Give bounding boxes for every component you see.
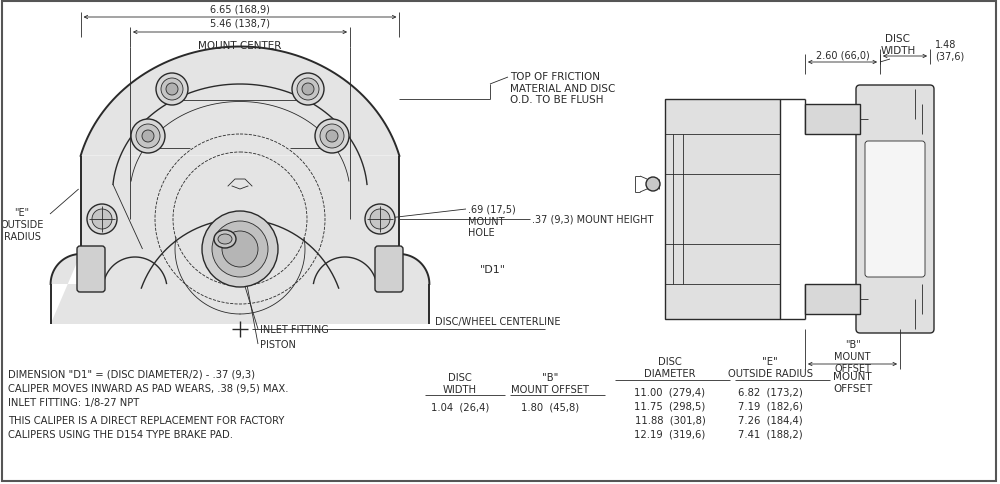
Circle shape — [222, 231, 258, 268]
Text: 6.82  (173,2): 6.82 (173,2) — [738, 387, 802, 397]
Text: DIAMETER: DIAMETER — [644, 368, 696, 378]
Text: PISTON: PISTON — [260, 339, 296, 349]
Text: 7.41  (188,2): 7.41 (188,2) — [738, 429, 802, 439]
Text: INLET FITTING: 1/8-27 NPT: INLET FITTING: 1/8-27 NPT — [8, 397, 139, 407]
Circle shape — [292, 74, 324, 106]
Text: 1.04  (26,4): 1.04 (26,4) — [431, 402, 489, 412]
Circle shape — [92, 210, 112, 229]
Text: 11.00  (279,4): 11.00 (279,4) — [635, 387, 706, 397]
Circle shape — [156, 74, 188, 106]
Circle shape — [136, 125, 160, 149]
Circle shape — [302, 84, 314, 96]
Circle shape — [646, 178, 660, 192]
Text: 11.88  (301,8): 11.88 (301,8) — [635, 415, 705, 425]
Circle shape — [87, 205, 117, 235]
FancyBboxPatch shape — [856, 86, 934, 333]
Text: TOP OF FRICTION
MATERIAL AND DISC
O.D. TO BE FLUSH: TOP OF FRICTION MATERIAL AND DISC O.D. T… — [510, 72, 615, 105]
Text: 7.26  (184,4): 7.26 (184,4) — [738, 415, 802, 425]
Text: THIS CALIPER IS A DIRECT REPLACEMENT FOR FACTORY: THIS CALIPER IS A DIRECT REPLACEMENT FOR… — [8, 415, 284, 425]
Ellipse shape — [214, 230, 236, 248]
Circle shape — [202, 212, 278, 287]
Circle shape — [315, 120, 349, 154]
Circle shape — [142, 131, 154, 143]
Text: "E"
OUTSIDE
RADIUS: "E" OUTSIDE RADIUS — [0, 208, 44, 241]
Text: DISC/WHEEL CENTERLINE: DISC/WHEEL CENTERLINE — [435, 317, 560, 326]
Text: "D1": "D1" — [480, 264, 506, 274]
FancyBboxPatch shape — [805, 285, 860, 314]
Text: CALIPERS USING THE D154 TYPE BRAKE PAD.: CALIPERS USING THE D154 TYPE BRAKE PAD. — [8, 429, 233, 439]
Circle shape — [326, 131, 338, 143]
Polygon shape — [51, 47, 429, 324]
Text: "B"
MOUNT
OFFSET: "B" MOUNT OFFSET — [834, 340, 871, 373]
FancyBboxPatch shape — [865, 142, 925, 277]
Text: .69 (17,5)
MOUNT
HOLE: .69 (17,5) MOUNT HOLE — [468, 205, 516, 238]
Text: MOUNT
OFFSET: MOUNT OFFSET — [833, 371, 872, 393]
Text: DIMENSION "D1" = (DISC DIAMETER/2) - .37 (9,3): DIMENSION "D1" = (DISC DIAMETER/2) - .37… — [8, 369, 255, 379]
Text: 2.60 (66,0): 2.60 (66,0) — [816, 50, 869, 60]
Text: INLET FITTING: INLET FITTING — [260, 324, 329, 334]
Text: WIDTH: WIDTH — [443, 384, 477, 394]
Text: 1.80  (45,8): 1.80 (45,8) — [521, 402, 579, 412]
Text: 12.19  (319,6): 12.19 (319,6) — [634, 429, 706, 439]
Text: MOUNT OFFSET: MOUNT OFFSET — [511, 384, 589, 394]
Text: 7.19  (182,6): 7.19 (182,6) — [738, 401, 802, 411]
FancyBboxPatch shape — [805, 105, 860, 135]
Text: OUTSIDE RADIUS: OUTSIDE RADIUS — [728, 368, 812, 378]
Text: 11.75  (298,5): 11.75 (298,5) — [634, 401, 706, 411]
FancyBboxPatch shape — [375, 246, 403, 292]
FancyBboxPatch shape — [665, 100, 780, 319]
Text: CALIPER MOVES INWARD AS PAD WEARS, .38 (9,5) MAX.: CALIPER MOVES INWARD AS PAD WEARS, .38 (… — [8, 383, 289, 393]
Circle shape — [370, 210, 390, 229]
Circle shape — [166, 84, 178, 96]
Text: "E": "E" — [762, 356, 778, 366]
Text: 5.46 (138,7): 5.46 (138,7) — [210, 19, 270, 29]
Text: "B": "B" — [542, 372, 558, 382]
Text: DISC
WIDTH: DISC WIDTH — [880, 34, 916, 56]
Text: 1.48
(37,6): 1.48 (37,6) — [935, 40, 964, 61]
Circle shape — [320, 125, 344, 149]
Ellipse shape — [218, 235, 232, 244]
Circle shape — [365, 205, 395, 235]
Text: .37 (9,3) MOUNT HEIGHT: .37 (9,3) MOUNT HEIGHT — [532, 214, 653, 225]
Text: DISC: DISC — [658, 356, 682, 366]
Circle shape — [212, 222, 268, 277]
Text: 6.65 (168,9): 6.65 (168,9) — [210, 4, 270, 14]
Text: MOUNT CENTER: MOUNT CENTER — [198, 41, 282, 51]
Circle shape — [297, 79, 319, 101]
Circle shape — [161, 79, 183, 101]
Circle shape — [131, 120, 165, 154]
Text: DISC: DISC — [448, 372, 472, 382]
FancyBboxPatch shape — [77, 246, 105, 292]
